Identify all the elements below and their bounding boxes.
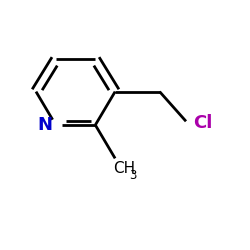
Text: Cl: Cl [193,114,212,132]
Text: N: N [37,116,52,134]
Text: CH: CH [113,161,135,176]
Text: 3: 3 [129,169,136,182]
